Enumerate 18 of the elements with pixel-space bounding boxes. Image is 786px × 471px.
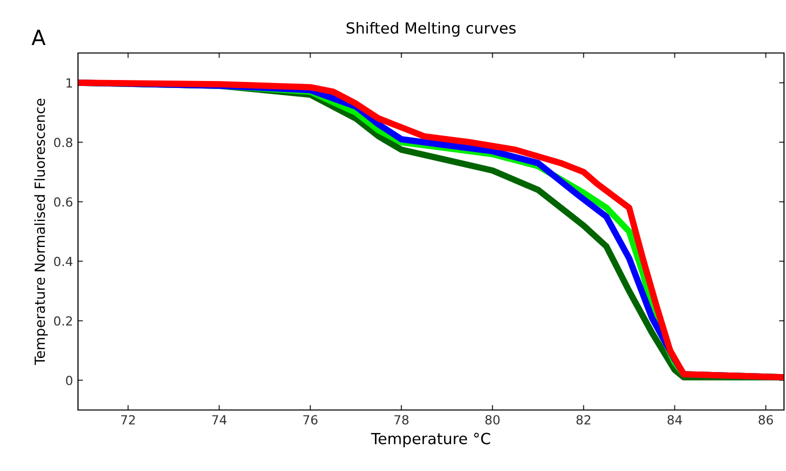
- y-axis-title: Temperature Normalised Fluorescence: [34, 98, 48, 366]
- text: A: [32, 30, 46, 45]
- y-tick-label: 0.8: [54, 138, 72, 148]
- y-tick-label: 1: [66, 78, 72, 88]
- x-tick-label: 78: [394, 415, 408, 425]
- x-tick-label: 84: [668, 415, 682, 425]
- y-tick-label: 0.2: [54, 316, 72, 326]
- chart-title: Shifted Melting curves: [346, 22, 516, 37]
- x-tick-label: 74: [212, 415, 226, 424]
- y-tick-label: 0: [66, 376, 72, 386]
- x-tick-label: 82: [576, 415, 590, 425]
- x-tick-label: 76: [303, 415, 318, 425]
- x-tick-label: 86: [758, 415, 773, 425]
- x-axis-title: Temperature °C: [370, 432, 490, 448]
- x-tick-label: 80: [485, 415, 500, 425]
- y-tick-label: 0.6: [54, 197, 72, 207]
- y-tick-label: 0.4: [54, 256, 72, 266]
- x-tick-label: 72: [121, 415, 135, 424]
